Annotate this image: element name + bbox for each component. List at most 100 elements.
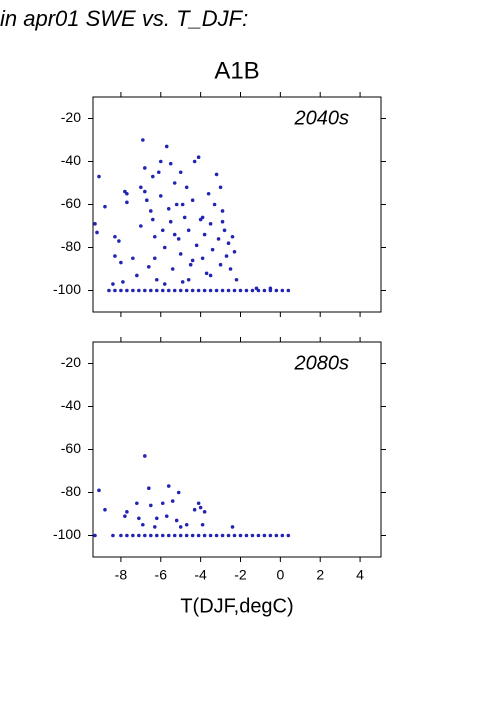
scatter-point xyxy=(97,488,101,493)
scatter-point xyxy=(210,247,215,252)
scatter-point xyxy=(152,256,157,261)
scatter-point xyxy=(280,288,285,293)
scatter-point xyxy=(226,533,231,538)
y-tick-label: -60 xyxy=(61,195,81,211)
scatter-point xyxy=(232,533,237,538)
scatter-point xyxy=(143,533,147,538)
scatter-point xyxy=(148,288,153,293)
scatter-point xyxy=(218,262,223,267)
scatter-point xyxy=(222,228,227,233)
scatter-point xyxy=(152,234,157,239)
x-tick-label: -2 xyxy=(234,567,247,583)
scatter-point xyxy=(166,484,171,488)
scatter-point xyxy=(234,277,239,282)
scatter-point xyxy=(226,288,231,293)
scatter-point xyxy=(214,533,219,538)
scatter-point xyxy=(123,514,127,518)
scatter-point xyxy=(220,533,225,538)
scatter-point xyxy=(148,209,153,213)
scatter-point xyxy=(238,533,243,538)
scatter-point xyxy=(125,191,129,196)
scatter-point xyxy=(254,286,259,291)
y-tick-label: -100 xyxy=(53,281,81,297)
scatter-point xyxy=(196,533,201,538)
y-tick-label: -40 xyxy=(61,397,81,413)
scatter-point xyxy=(190,198,195,202)
scatter-point xyxy=(192,507,197,512)
y-tick-label: -100 xyxy=(53,526,81,542)
y-tick-label: -40 xyxy=(61,152,81,168)
scatter-point xyxy=(131,533,135,538)
scatter-point xyxy=(119,288,123,293)
scatter-point xyxy=(131,256,135,261)
scatter-point xyxy=(143,189,147,194)
scatter-point xyxy=(113,254,117,258)
scatter-point xyxy=(137,288,141,293)
scatter-point xyxy=(180,202,185,207)
scatter-point xyxy=(135,501,139,506)
scatter-point xyxy=(156,170,161,175)
scatter-point xyxy=(154,516,159,521)
scatter-point xyxy=(178,170,183,175)
scatter-point xyxy=(170,267,175,271)
scatter-point xyxy=(228,267,233,271)
x-tick-label: 4 xyxy=(356,567,364,583)
scatter-point xyxy=(160,501,165,506)
scatter-point xyxy=(113,288,117,293)
x-tick-label: -6 xyxy=(155,567,168,583)
scatter-point xyxy=(226,241,231,245)
scatter-point xyxy=(160,228,165,233)
scatter-point xyxy=(93,533,97,538)
scatter-point xyxy=(150,174,155,179)
scatter-point xyxy=(262,288,267,293)
scatter-point xyxy=(178,288,183,293)
scatter-point xyxy=(274,288,279,293)
x-tick-label: -8 xyxy=(115,567,128,583)
scatter-point xyxy=(143,454,147,458)
scatter-point xyxy=(168,161,173,166)
scatter-point xyxy=(184,522,189,527)
scatter-point xyxy=(125,200,129,205)
scatter-point xyxy=(119,533,123,538)
y-tick-label: -80 xyxy=(61,483,81,499)
scatter-point xyxy=(143,288,147,293)
scatter-point xyxy=(202,510,207,514)
scatter-point xyxy=(204,271,209,276)
scatter-point xyxy=(190,288,195,293)
scatter-point xyxy=(178,525,183,529)
scatter-point xyxy=(232,288,237,293)
scatter-point xyxy=(147,486,151,491)
scatter-point xyxy=(176,237,181,241)
annotation: 2040s xyxy=(294,107,350,129)
scatter-point xyxy=(143,166,147,170)
scatter-point xyxy=(196,501,201,506)
scatter-point xyxy=(184,288,189,293)
x-tick-label: -4 xyxy=(194,567,207,583)
scatter-point xyxy=(103,204,107,209)
scatter-point xyxy=(208,222,213,226)
scatter-point xyxy=(268,533,273,538)
scatter-point xyxy=(244,533,249,538)
scatter-point xyxy=(135,273,139,278)
scatter-point xyxy=(174,518,179,523)
scatter-point xyxy=(208,273,213,278)
scatter-point xyxy=(268,286,273,291)
scatter-point xyxy=(256,533,261,538)
scatter-point xyxy=(113,234,117,239)
annotation: 2080s xyxy=(294,352,350,374)
scatter-point xyxy=(196,288,201,293)
scatter-point xyxy=(107,288,111,293)
scatter-point xyxy=(117,239,121,243)
scatter-point xyxy=(192,159,197,164)
scatter-point xyxy=(232,250,237,254)
scatter-point xyxy=(190,533,195,538)
scatter-point xyxy=(286,288,291,293)
scatter-point xyxy=(262,533,267,538)
y-tick-label: -80 xyxy=(61,238,81,254)
scatter-point xyxy=(170,499,175,503)
scatter-point xyxy=(182,215,187,220)
scatter-point xyxy=(152,525,157,529)
scatter-point xyxy=(162,282,167,286)
scatter-point xyxy=(178,533,183,538)
